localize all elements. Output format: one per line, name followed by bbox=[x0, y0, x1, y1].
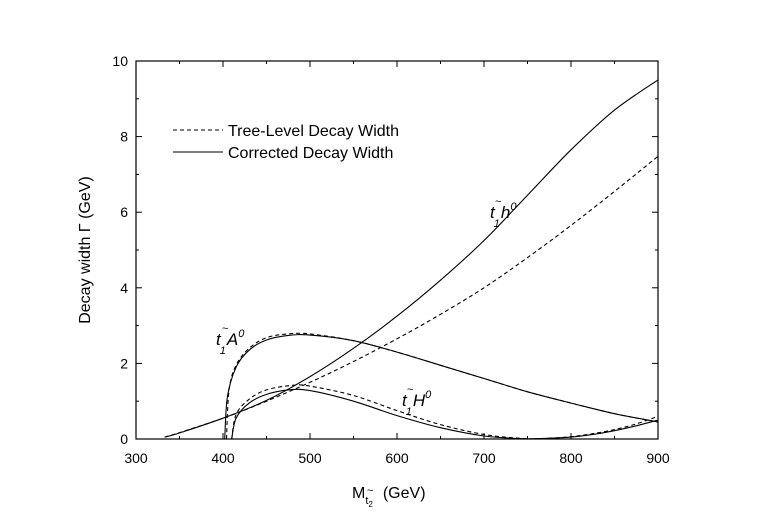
series-line-t1h0-dashed bbox=[164, 155, 659, 438]
x-tick-label: 400 bbox=[211, 450, 235, 466]
x-axis-title-subsub: 2 bbox=[368, 500, 373, 509]
series-line-t1h0-solid bbox=[164, 79, 659, 438]
y-axis-title: Decay width Γ (GeV) bbox=[77, 176, 94, 324]
series-line-t1H0-solid bbox=[231, 388, 537, 440]
series-line-rising-dashed bbox=[527, 415, 659, 440]
x-axis-title: Mt2 (GeV) ~ bbox=[352, 485, 426, 509]
svg-text:t1H0: t1H0 bbox=[402, 389, 432, 418]
annotation-t1h0-sup: 0 bbox=[510, 201, 517, 213]
x-tick-label: 900 bbox=[646, 450, 670, 466]
annotation-t1A0-tilde: ~ bbox=[222, 323, 228, 335]
y-tick-label: 6 bbox=[120, 204, 128, 220]
annotation-t1A0-sub: 1 bbox=[220, 345, 226, 357]
series-line-rising-solid bbox=[527, 419, 659, 440]
x-tick-label: 300 bbox=[124, 450, 148, 466]
annotation-t1h0-sub: 1 bbox=[494, 218, 500, 230]
annotation-t1h0-tilde: ~ bbox=[495, 196, 501, 208]
annotation-t1h0-base: t bbox=[490, 203, 496, 222]
y-tick-label: 2 bbox=[120, 355, 128, 371]
y-tick-label: 8 bbox=[120, 129, 128, 145]
plot-frame bbox=[135, 60, 659, 440]
annotation-t1A0-base: t bbox=[216, 330, 222, 349]
x-tick-label: 800 bbox=[559, 450, 583, 466]
x-axis-title-sub: t bbox=[365, 495, 368, 507]
series-line-t1A0-dashed bbox=[225, 332, 659, 440]
annotation-t1H0-sub: 1 bbox=[406, 406, 412, 418]
legend: Tree-Level Decay Width Corrected Decay W… bbox=[173, 123, 399, 162]
annotation-t1h0: t1h0 ~ bbox=[490, 196, 517, 230]
plot-lines bbox=[164, 79, 659, 440]
y-tick-label: 0 bbox=[120, 431, 128, 447]
series-line-t1H0-dashed bbox=[231, 384, 537, 440]
svg-text:t1h0: t1h0 bbox=[490, 201, 517, 230]
annotation-t1A0-particle: A bbox=[226, 330, 238, 349]
annotation-t1H0-particle: H bbox=[413, 391, 426, 410]
legend-label-tree: Tree-Level Decay Width bbox=[228, 123, 399, 140]
x-axis-title-unit: (GeV) bbox=[383, 485, 426, 502]
svg-text:Mt2(GeV): Mt2 (GeV) bbox=[352, 485, 426, 509]
x-axis-title-main: M bbox=[352, 485, 365, 502]
y-tick-label: 10 bbox=[112, 53, 128, 69]
annotation-t1H0-tilde: ~ bbox=[407, 384, 413, 396]
series-line-t1A0-solid bbox=[224, 334, 659, 440]
x-tick-label: 700 bbox=[472, 450, 496, 466]
legend-label-corrected: Corrected Decay Width bbox=[228, 145, 393, 162]
annotation-t1H0: t1H0 ~ bbox=[402, 384, 432, 418]
annotation-t1H0-base: t bbox=[402, 391, 408, 410]
annotation-t1h0-particle: h bbox=[501, 203, 510, 222]
annotation-t1A0-sup: 0 bbox=[238, 328, 245, 340]
x-tick-label: 500 bbox=[298, 450, 322, 466]
annotation-t1A0: t1A0 ~ bbox=[216, 323, 245, 357]
svg-text:t1A0: t1A0 bbox=[216, 328, 245, 357]
annotation-t1H0-sup: 0 bbox=[425, 389, 432, 401]
y-tick-label: 4 bbox=[120, 280, 128, 296]
axis-ticks bbox=[135, 60, 659, 440]
x-tick-label: 600 bbox=[385, 450, 409, 466]
x-axis-title-tilde: ~ bbox=[367, 485, 373, 497]
